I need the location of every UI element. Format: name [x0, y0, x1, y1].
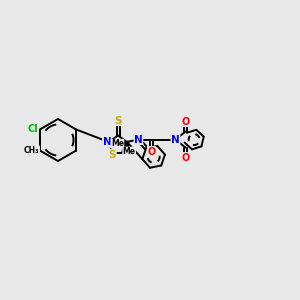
Text: O: O [181, 117, 190, 127]
Text: O: O [181, 153, 190, 163]
Text: CH₃: CH₃ [24, 146, 40, 155]
Text: O: O [147, 147, 156, 157]
Text: S: S [109, 150, 116, 160]
Text: S: S [114, 116, 122, 125]
Text: N: N [103, 137, 111, 147]
Text: Me: Me [123, 147, 136, 156]
Text: N: N [171, 135, 180, 145]
Text: N: N [134, 135, 143, 145]
Text: Cl: Cl [27, 124, 38, 134]
Text: Me: Me [111, 139, 124, 148]
